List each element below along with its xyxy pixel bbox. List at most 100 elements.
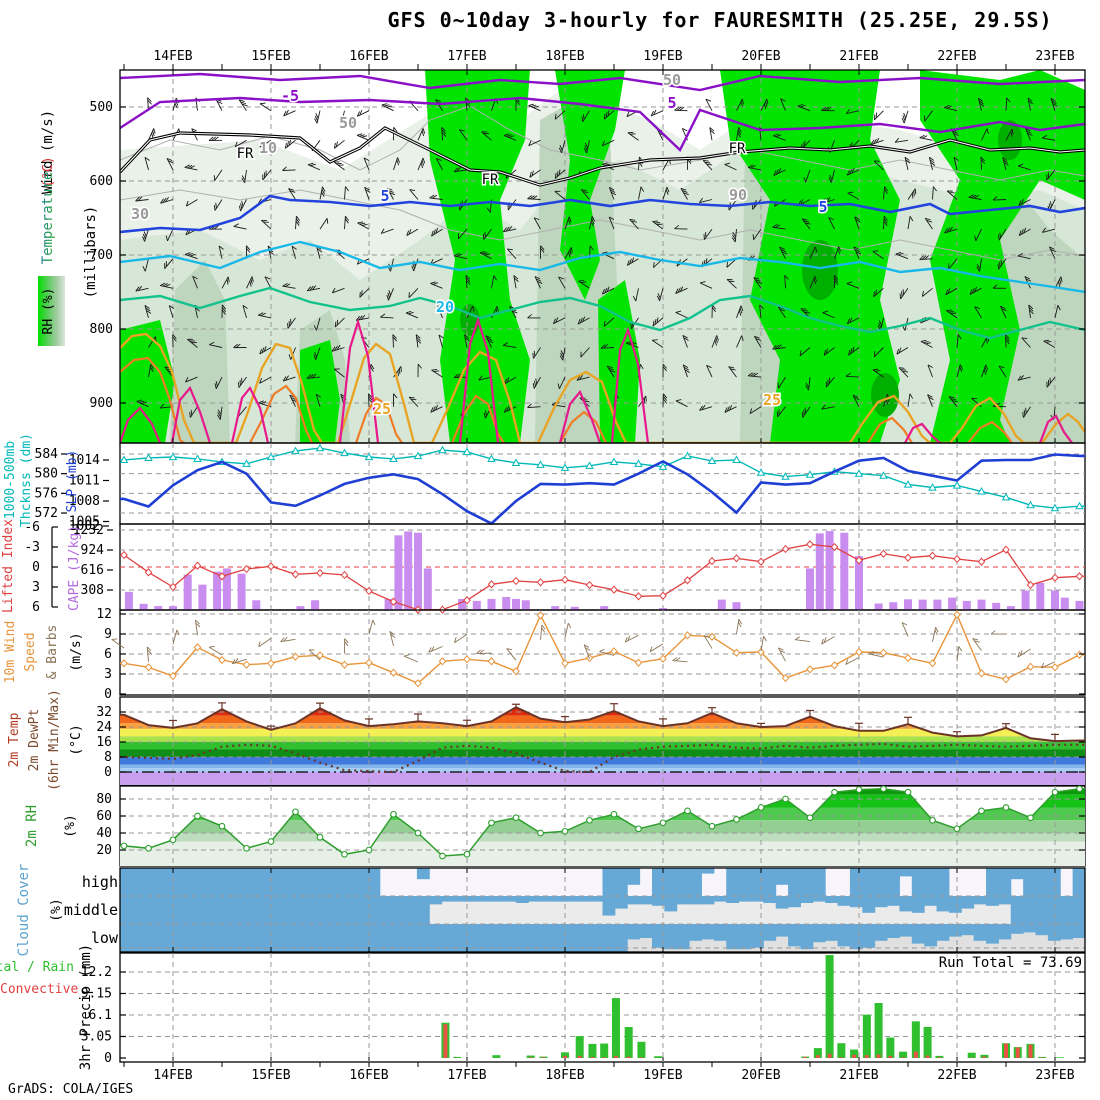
date-label: 20FEB	[741, 1068, 781, 1083]
svg-text:20: 20	[436, 298, 454, 316]
svg-text:80: 80	[96, 792, 112, 807]
svg-text:10m Wind: 10m Wind	[3, 621, 18, 684]
svg-text:3.05: 3.05	[81, 1029, 112, 1044]
svg-text:1002: 1002	[69, 519, 100, 534]
svg-text:12: 12	[96, 607, 112, 622]
date-label: 16FEB	[349, 49, 389, 64]
date-label: 16FEB	[349, 1068, 389, 1083]
rh-axis-label: RH (%)	[41, 288, 56, 335]
svg-text:20: 20	[96, 843, 112, 858]
svg-text:(%): (%)	[63, 814, 78, 837]
svg-text:1005: 1005	[69, 514, 100, 529]
svg-text:(%): (%)	[49, 898, 64, 921]
svg-text:(6hr Min/Max): (6hr Min/Max)	[47, 689, 62, 791]
svg-text:6.1: 6.1	[89, 1008, 112, 1023]
svg-text:9: 9	[104, 627, 112, 642]
svg-text:25: 25	[763, 391, 781, 409]
svg-text:572: 572	[35, 506, 58, 521]
svg-text:FR: FR	[237, 146, 254, 162]
svg-text:0: 0	[104, 687, 112, 702]
svg-text:50: 50	[663, 71, 681, 89]
date-label: 14FEB	[153, 49, 193, 64]
svg-text:FR: FR	[729, 141, 746, 157]
svg-text:6: 6	[104, 647, 112, 662]
date-label: 17FEB	[447, 49, 487, 64]
precip-convective-label: Convective	[0, 982, 79, 997]
cape-axis-label: CAPE (J/kg)	[67, 525, 82, 611]
svg-text:-3: -3	[24, 540, 40, 555]
date-label: 18FEB	[545, 1068, 585, 1083]
x-axis-dates-bottom: 14FEB 15FEB 16FEB 17FEB 18FEB 19FEB 20FEB 21FEB…	[0, 1068, 1100, 1084]
svg-text:Speed: Speed	[23, 632, 38, 671]
svg-text:50: 50	[339, 114, 357, 132]
date-label: 22FEB	[937, 1068, 977, 1083]
svg-text:60: 60	[96, 809, 112, 824]
slp-axis-label: SLP (mb)	[65, 450, 80, 513]
date-label: 18FEB	[545, 49, 585, 64]
cloud-cover-axis-label: Cloud Cover	[16, 864, 32, 957]
svg-text:1000-500mb: 1000-500mb	[3, 441, 18, 519]
svg-text:16: 16	[96, 735, 112, 750]
svg-text:(m/s): (m/s)	[69, 632, 84, 671]
svg-text:10: 10	[259, 139, 277, 157]
date-label: 23FEB	[1035, 49, 1075, 64]
svg-text:0: 0	[32, 560, 40, 575]
svg-text:low: low	[91, 929, 119, 947]
svg-text:25: 25	[373, 400, 391, 418]
svg-text:616: 616	[81, 563, 104, 578]
date-label: 15FEB	[251, 49, 291, 64]
svg-text:FR: FR	[482, 172, 499, 188]
upper-air-panel: -5 5 5 5 20 25 25 30 10 50 50 90 FR FR FR 500 600 700 800 9…	[90, 64, 1086, 444]
grads-credit: GrADS: COLA/IGES	[8, 1082, 134, 1097]
svg-text:500: 500	[90, 100, 113, 115]
date-label: 22FEB	[937, 49, 977, 64]
svg-text:308: 308	[81, 583, 104, 598]
svg-text:5: 5	[667, 94, 676, 112]
svg-text:12.2: 12.2	[81, 965, 112, 980]
svg-text:3: 3	[32, 580, 40, 595]
svg-text:8: 8	[104, 750, 112, 765]
svg-text:(°C): (°C)	[69, 724, 84, 755]
date-label: 23FEB	[1035, 1068, 1075, 1083]
svg-text:2m DewPt: 2m DewPt	[27, 709, 42, 772]
svg-text:30: 30	[131, 205, 149, 223]
svg-text:32: 32	[96, 705, 112, 720]
precip-axis-label: 3hr Precip (mm)	[78, 944, 94, 1070]
svg-text:-6: -6	[24, 520, 40, 535]
svg-text:800: 800	[90, 322, 113, 337]
page-title: GFS 0~10day 3-hourly for FAURESMITH (25.…	[387, 8, 1053, 32]
wind-axis-label: Wind (m/s)	[40, 110, 56, 194]
svg-text:576: 576	[35, 486, 58, 501]
svg-text:1014: 1014	[69, 453, 100, 468]
svg-text:90: 90	[729, 186, 747, 204]
date-label: 21FEB	[839, 1068, 879, 1083]
wind10m-panel: 12 9 6 3 0	[96, 607, 1086, 702]
cloud-cover-panel: high middle low	[64, 867, 1086, 953]
date-label: 14FEB	[153, 1068, 193, 1083]
millibars-axis-label: (millibars)	[83, 206, 99, 299]
temperature-axis-label: Temperature	[40, 172, 56, 265]
svg-text:high: high	[82, 873, 118, 891]
svg-text:600: 600	[90, 174, 113, 189]
cape-li-panel: 1232 924 616 308 -6 -3 0 3 6	[24, 520, 1086, 615]
svg-text:584: 584	[35, 447, 59, 462]
svg-text:40: 40	[96, 826, 112, 841]
svg-text:(°C): (°C)	[41, 156, 56, 187]
date-label: 21FEB	[839, 49, 879, 64]
lifted-index-axis-label: Lifted Index	[1, 519, 16, 613]
date-label: 17FEB	[447, 1068, 487, 1083]
precip-total-rain-label: Total / Rain	[0, 960, 74, 975]
svg-text:5: 5	[380, 187, 389, 205]
svg-text:1011: 1011	[69, 473, 100, 488]
svg-text:Thcknss (dm): Thcknss (dm)	[19, 433, 34, 527]
svg-text:6: 6	[32, 600, 40, 615]
svg-text:700: 700	[90, 248, 113, 263]
svg-text:0: 0	[104, 1051, 112, 1066]
precip-panel: 12.2 9.15 6.1 3.05 0	[81, 952, 1086, 1067]
svg-text:1008: 1008	[69, 494, 100, 509]
